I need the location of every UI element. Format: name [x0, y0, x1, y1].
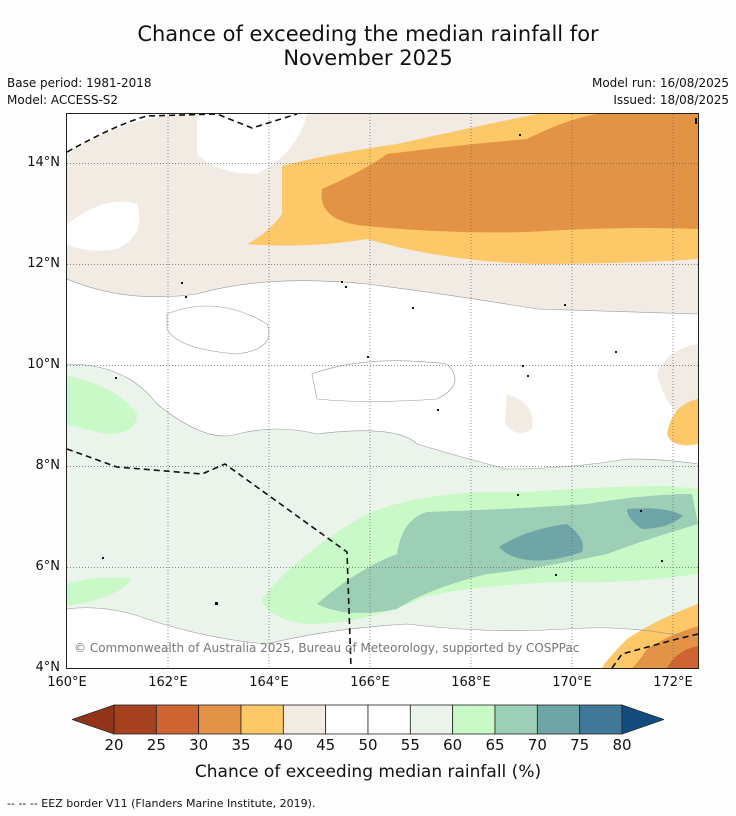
band-70-75	[499, 524, 583, 561]
colorbar-cell	[367, 704, 411, 735]
colorbar-tick-label: 80	[612, 736, 632, 754]
colorbar-tick-label: 60	[443, 736, 463, 754]
colorbar-tick-label: 35	[231, 736, 251, 754]
model-name: Model: ACCESS-S2	[7, 93, 119, 107]
contour-line	[67, 363, 698, 470]
colorbar-cell	[240, 704, 284, 735]
meta-left: Base period: 1981-2018 Model: ACCESS-S2	[7, 75, 152, 109]
contour-line	[67, 278, 698, 315]
graticule	[67, 114, 698, 668]
band-45-50-west	[67, 201, 140, 251]
lon-label: 162°E	[148, 675, 188, 690]
lon-label: 164°E	[249, 675, 289, 690]
rainfall-map	[67, 114, 698, 668]
band-30-35	[321, 114, 698, 233]
colorbar-cell	[325, 704, 369, 735]
model-run: Model run: 16/08/2025	[591, 76, 729, 90]
issued-date: Issued: 18/08/2025	[613, 93, 729, 107]
colorbar-cell	[113, 704, 157, 735]
colorbar-cell	[409, 704, 454, 735]
lat-label: 4°N	[35, 660, 61, 675]
contour-line	[166, 305, 270, 355]
colorbar-tick-label: 65	[485, 736, 505, 754]
colorbar-over-arrow	[621, 704, 664, 735]
lon-label: 172°E	[653, 675, 693, 690]
colorbar-cell	[452, 704, 496, 735]
band-60-65-southwest	[67, 577, 132, 606]
map-title: Chance of exceeding the median rainfall …	[0, 22, 736, 70]
colorbar	[72, 704, 664, 735]
map-area	[67, 114, 698, 668]
band-45-50-islet	[197, 114, 307, 174]
colorbar-cell	[282, 704, 327, 735]
colorbar-tick-label: 70	[527, 736, 547, 754]
colorbar-cell	[579, 704, 623, 735]
colorbar-tick-label: 75	[570, 736, 590, 754]
lat-label: 6°N	[35, 559, 61, 574]
band-25-30-southeast	[667, 646, 698, 668]
copyright-text: © Commonwealth of Australia 2025, Bureau…	[74, 641, 580, 655]
colorbar-tick-label: 50	[358, 736, 378, 754]
lon-label: 160°E	[47, 675, 87, 690]
colorbar-tick-label: 25	[146, 736, 166, 754]
band-60-65-west	[67, 376, 137, 434]
colorbar-tick-label: 55	[400, 736, 420, 754]
colorbar-tick-label: 45	[316, 736, 336, 754]
colorbar-cell	[155, 704, 200, 735]
title-line-1: Chance of exceeding the median rainfall …	[137, 22, 599, 46]
footnote: -- -- -- EEZ border V11 (Flanders Marine…	[7, 797, 316, 810]
lat-label: 12°N	[27, 256, 60, 271]
lon-label: 170°E	[552, 675, 592, 690]
lon-label: 166°E	[350, 675, 390, 690]
colorbar-cells	[113, 704, 623, 735]
colorbar-cell	[536, 704, 581, 735]
colorbar-ticks: 20 25 30 35 40 45 50 55 60 65 70 75 80	[0, 736, 736, 756]
lat-label: 8°N	[35, 458, 61, 473]
colorbar-label: Chance of exceeding median rainfall (%)	[194, 762, 542, 782]
lon-label: 168°E	[451, 675, 491, 690]
colorbar-under-arrow	[72, 704, 115, 735]
colorbar-tick-label: 30	[189, 736, 209, 754]
colorbar-tick-label: 20	[104, 736, 124, 754]
eez-border	[67, 114, 698, 668]
colorbar-cell	[494, 704, 538, 735]
meta-right: Model run: 16/08/2025 Issued: 18/08/2025	[592, 75, 729, 109]
title-line-2: November 2025	[283, 46, 453, 70]
band-40-45-mid	[505, 394, 533, 433]
lat-label: 14°N	[27, 155, 60, 170]
lat-label: 10°N	[27, 357, 60, 372]
band-70-75-east	[627, 508, 683, 529]
colorbar-tick-label: 40	[273, 736, 293, 754]
base-period: Base period: 1981-2018	[7, 76, 152, 90]
islands	[102, 118, 697, 605]
contour-line	[311, 360, 456, 402]
band-35-40-east	[667, 399, 698, 446]
colorbar-cell	[198, 704, 242, 735]
